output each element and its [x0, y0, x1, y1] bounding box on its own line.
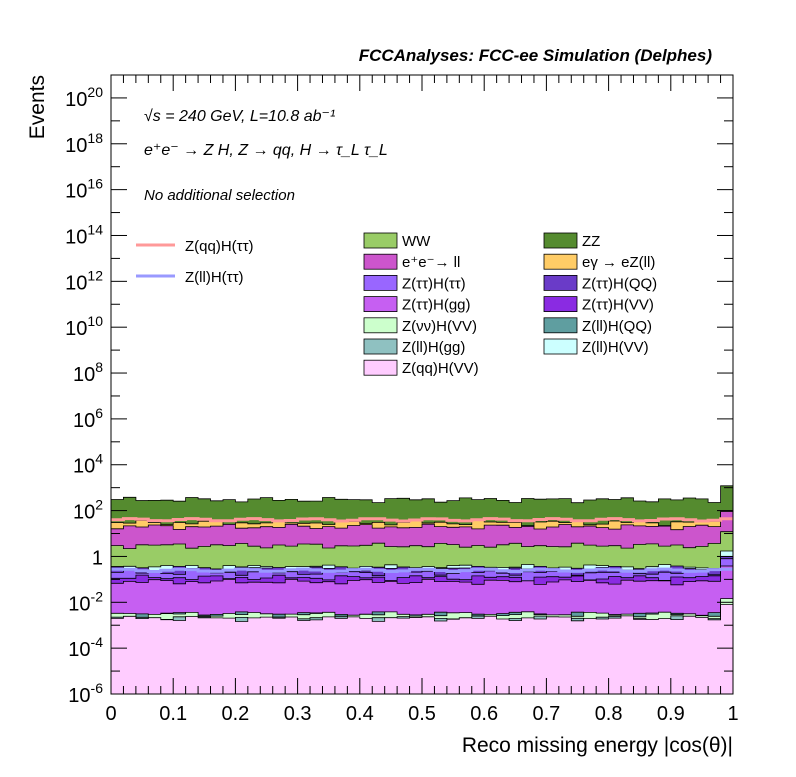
- y-tick-label: 1018: [65, 130, 103, 157]
- y-tick-label: 106: [73, 405, 103, 432]
- y-tick-label: 10-6: [68, 680, 103, 707]
- x-tick-label: 1: [727, 703, 738, 725]
- legend-swatch-z-h-vv: [363, 317, 398, 334]
- legend-swatch-zz: [543, 232, 578, 249]
- legend-swatch-e-ez-ll: [543, 253, 578, 270]
- legend-swatch-z-ll-h-vv: [543, 338, 578, 355]
- legend-label-z-h-qq: Z(ττ)H(QQ): [582, 275, 657, 292]
- y-tick-label: 1012: [65, 267, 103, 294]
- x-tick-label: 0.8: [595, 703, 623, 725]
- x-tick-label: 0.3: [284, 703, 312, 725]
- legend-swatch-ww: [363, 232, 398, 249]
- x-tick-label: 0.9: [657, 703, 685, 725]
- stacked-histogram: [110, 485, 734, 695]
- legend-swatch-z-h-vv: [543, 296, 578, 313]
- stack-z-qq-h-vv: [110, 604, 734, 695]
- x-tick-label: 0.6: [470, 703, 498, 725]
- signal-line-z-ll-h: [111, 567, 733, 573]
- legend-label-z-h: Z(ττ)H(ττ): [402, 275, 466, 292]
- y-tick-label: 1014: [65, 221, 103, 248]
- y-tick-label: 1010: [65, 313, 103, 340]
- legend: Z(qq)H(ττ) Z(ll)H(ττ) WW ZZ e⁺e⁻→ ll eγ → eZ(…: [136, 232, 657, 377]
- energy-lumi-annotation: √s = 240 GeV, L=10.8 ab⁻¹: [144, 108, 335, 125]
- y-tick-label: 1016: [65, 176, 103, 203]
- signal-line-z-qq-h: [111, 517, 733, 523]
- x-tick-label: 0: [105, 703, 116, 725]
- legend-swatch-z-h-qq: [543, 274, 578, 291]
- legend-swatch-z-h: [363, 274, 398, 291]
- y-tick-label: 104: [73, 451, 103, 478]
- y-tick-label: 108: [73, 359, 103, 386]
- legend-label-z-qq-h-vv: Z(qq)H(VV): [402, 360, 479, 377]
- y-tick-label: 10-2: [68, 588, 103, 615]
- y-axis-label: Events: [26, 75, 49, 139]
- legend-swatch-z-ll-h-gg: [363, 338, 398, 355]
- legend-label-z-h-vv: Z(ττ)H(VV): [582, 297, 654, 314]
- x-axis-label: Reco missing energy |cos(θ)|: [462, 734, 733, 757]
- legend-label-z-h-vv: Z(νν)H(VV): [402, 318, 477, 335]
- chart-header: FCCAnalyses: FCC-ee Simulation (Delphes): [359, 46, 713, 65]
- x-tick-label: 0.2: [221, 703, 249, 725]
- legend-swatch-z-qq-h-vv: [363, 359, 398, 376]
- x-tick-label: 0.4: [346, 703, 374, 725]
- legend-label-z-h-gg: Z(ττ)H(gg): [402, 297, 471, 314]
- legend-label-z-ll-h-vv: Z(ll)H(VV): [582, 339, 649, 356]
- legend-label-zz: ZZ: [582, 233, 600, 250]
- legend-label-e-ez-ll: eγ → eZ(ll): [582, 254, 655, 271]
- x-tick-label: 0.1: [159, 703, 187, 725]
- process-annotation: e⁺e⁻ → Z H, Z → qq, H → τ_L τ_L: [144, 142, 388, 159]
- y-tick-label: 1020: [65, 84, 103, 111]
- legend-swatch-z-h-gg: [363, 296, 398, 313]
- y-tick-label: 10-4: [68, 634, 103, 661]
- signal-lines: [111, 517, 733, 573]
- legend-label-e-e-ll: e⁺e⁻→ ll: [402, 254, 460, 271]
- legend-label-ww: WW: [402, 233, 431, 250]
- x-tick-label: 0.5: [408, 703, 436, 725]
- legend-swatch-e-e-ll: [363, 253, 398, 270]
- x-tick-label: 0.7: [532, 703, 560, 725]
- legend-swatch-z-ll-h-qq: [543, 317, 578, 334]
- selection-annotation: No additional selection: [144, 187, 295, 204]
- y-tick-label: 1: [92, 547, 103, 569]
- legend-label-z-ll-h-qq: Z(ll)H(QQ): [582, 318, 652, 335]
- legend-label-z-ll-h: Z(ll)H(ττ): [185, 269, 244, 286]
- y-tick-label: 102: [73, 497, 103, 524]
- axes: 0 0.1 0.2 0.3 0.4 0.5 0.6 0.7 0.8 0.9 1 10-6 10-4 10-…: [65, 74, 739, 725]
- legend-label-z-qq-h: Z(qq)H(ττ): [185, 238, 254, 255]
- legend-label-z-ll-h-gg: Z(ll)H(gg): [402, 339, 465, 356]
